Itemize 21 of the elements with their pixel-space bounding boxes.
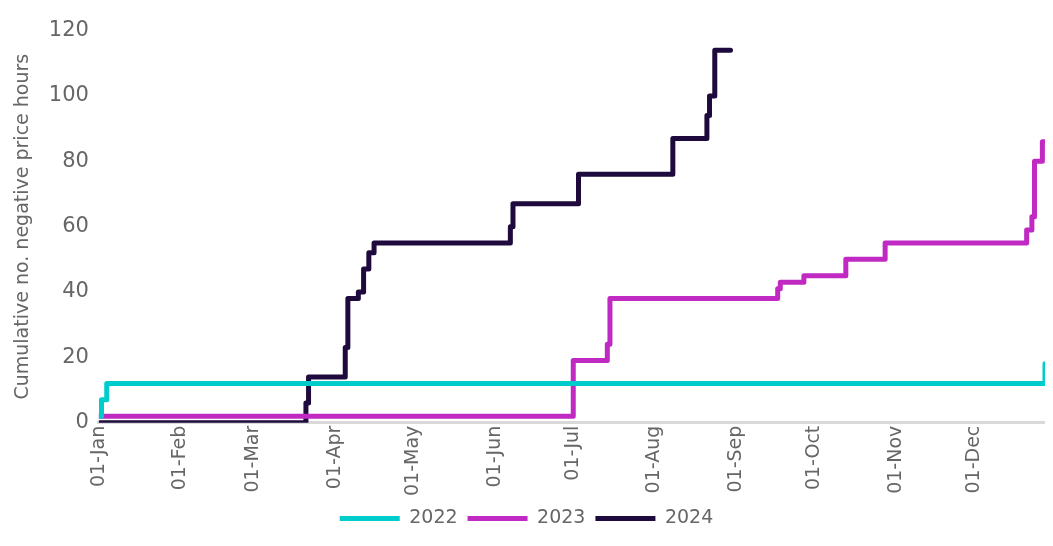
- x-tick-label: 01-Dec: [961, 425, 984, 494]
- legend-label: 2022: [409, 505, 458, 528]
- y-tick-label: 80: [62, 147, 89, 172]
- x-tick-label: 01-Feb: [167, 425, 190, 491]
- x-tick-label: 01-Jul: [560, 425, 583, 481]
- y-tick-label: 40: [62, 278, 89, 303]
- x-tick-label: 01-Nov: [882, 425, 905, 494]
- y-tick-label: 60: [62, 213, 89, 238]
- legend-label: 2024: [664, 505, 714, 528]
- x-tick-label: 01-Oct: [801, 425, 824, 491]
- y-tick-label: 20: [62, 343, 89, 368]
- y-tick-label: 100: [48, 82, 89, 107]
- x-tick-label: 01-Jun: [481, 425, 504, 488]
- x-tick-label: 01-Aug: [641, 425, 664, 494]
- x-tick-label: 01-Sep: [722, 425, 745, 493]
- legend-label: 2023: [537, 505, 586, 528]
- y-tick-label: 120: [48, 17, 89, 42]
- y-axis-title: Cumulative no. negative price hours: [10, 53, 33, 400]
- x-tick-label: 01-Apr: [321, 425, 344, 490]
- x-tick-label: 01-Mar: [240, 425, 263, 493]
- x-tick-label: 01-May: [400, 425, 423, 497]
